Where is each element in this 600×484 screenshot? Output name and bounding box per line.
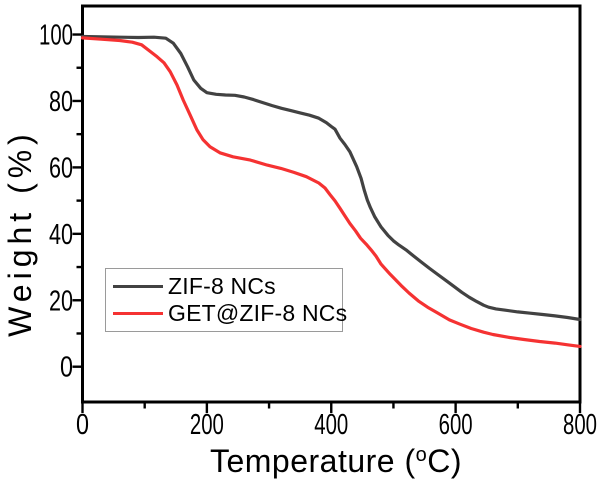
y-tick-label: 0 xyxy=(60,352,73,384)
axis-ticks xyxy=(72,33,582,413)
tick-labels: 0 200 400 600 800 0 20 40 60 80 100 xyxy=(39,20,597,441)
y-tick-label: 100 xyxy=(39,20,73,52)
legend-line-swatch-getzif8 xyxy=(113,311,163,316)
x-tick-label: 200 xyxy=(190,409,224,441)
x-tick-label: 800 xyxy=(563,409,597,441)
legend-label-zif8: ZIF-8 NCs xyxy=(168,273,276,299)
y-tick-label: 40 xyxy=(49,219,73,251)
series-curve-getzif8 xyxy=(80,36,582,348)
y-tick-label: 60 xyxy=(49,152,73,184)
legend-line-swatch-zif8 xyxy=(113,284,163,289)
legend-item-zif8: ZIF-8 NCs xyxy=(113,273,342,300)
legend-label-getzif8: GET@ZIF-8 NCs xyxy=(168,300,348,326)
y-tick-label: 80 xyxy=(49,86,73,118)
x-axis-title: Temperature (oC) xyxy=(210,443,462,479)
x-tick-label: 400 xyxy=(314,409,348,441)
y-axis-title: Weight (%) xyxy=(2,129,38,337)
x-tick-label: 0 xyxy=(76,409,89,441)
legend-box: ZIF-8 NCs GET@ZIF-8 NCs xyxy=(105,268,347,332)
legend-item-getzif8: GET@ZIF-8 NCs xyxy=(113,300,347,327)
plot-frame xyxy=(81,4,582,404)
y-tick-label: 20 xyxy=(49,285,73,317)
x-tick-label: 600 xyxy=(439,409,473,441)
series-curve-zif8 xyxy=(80,34,582,322)
